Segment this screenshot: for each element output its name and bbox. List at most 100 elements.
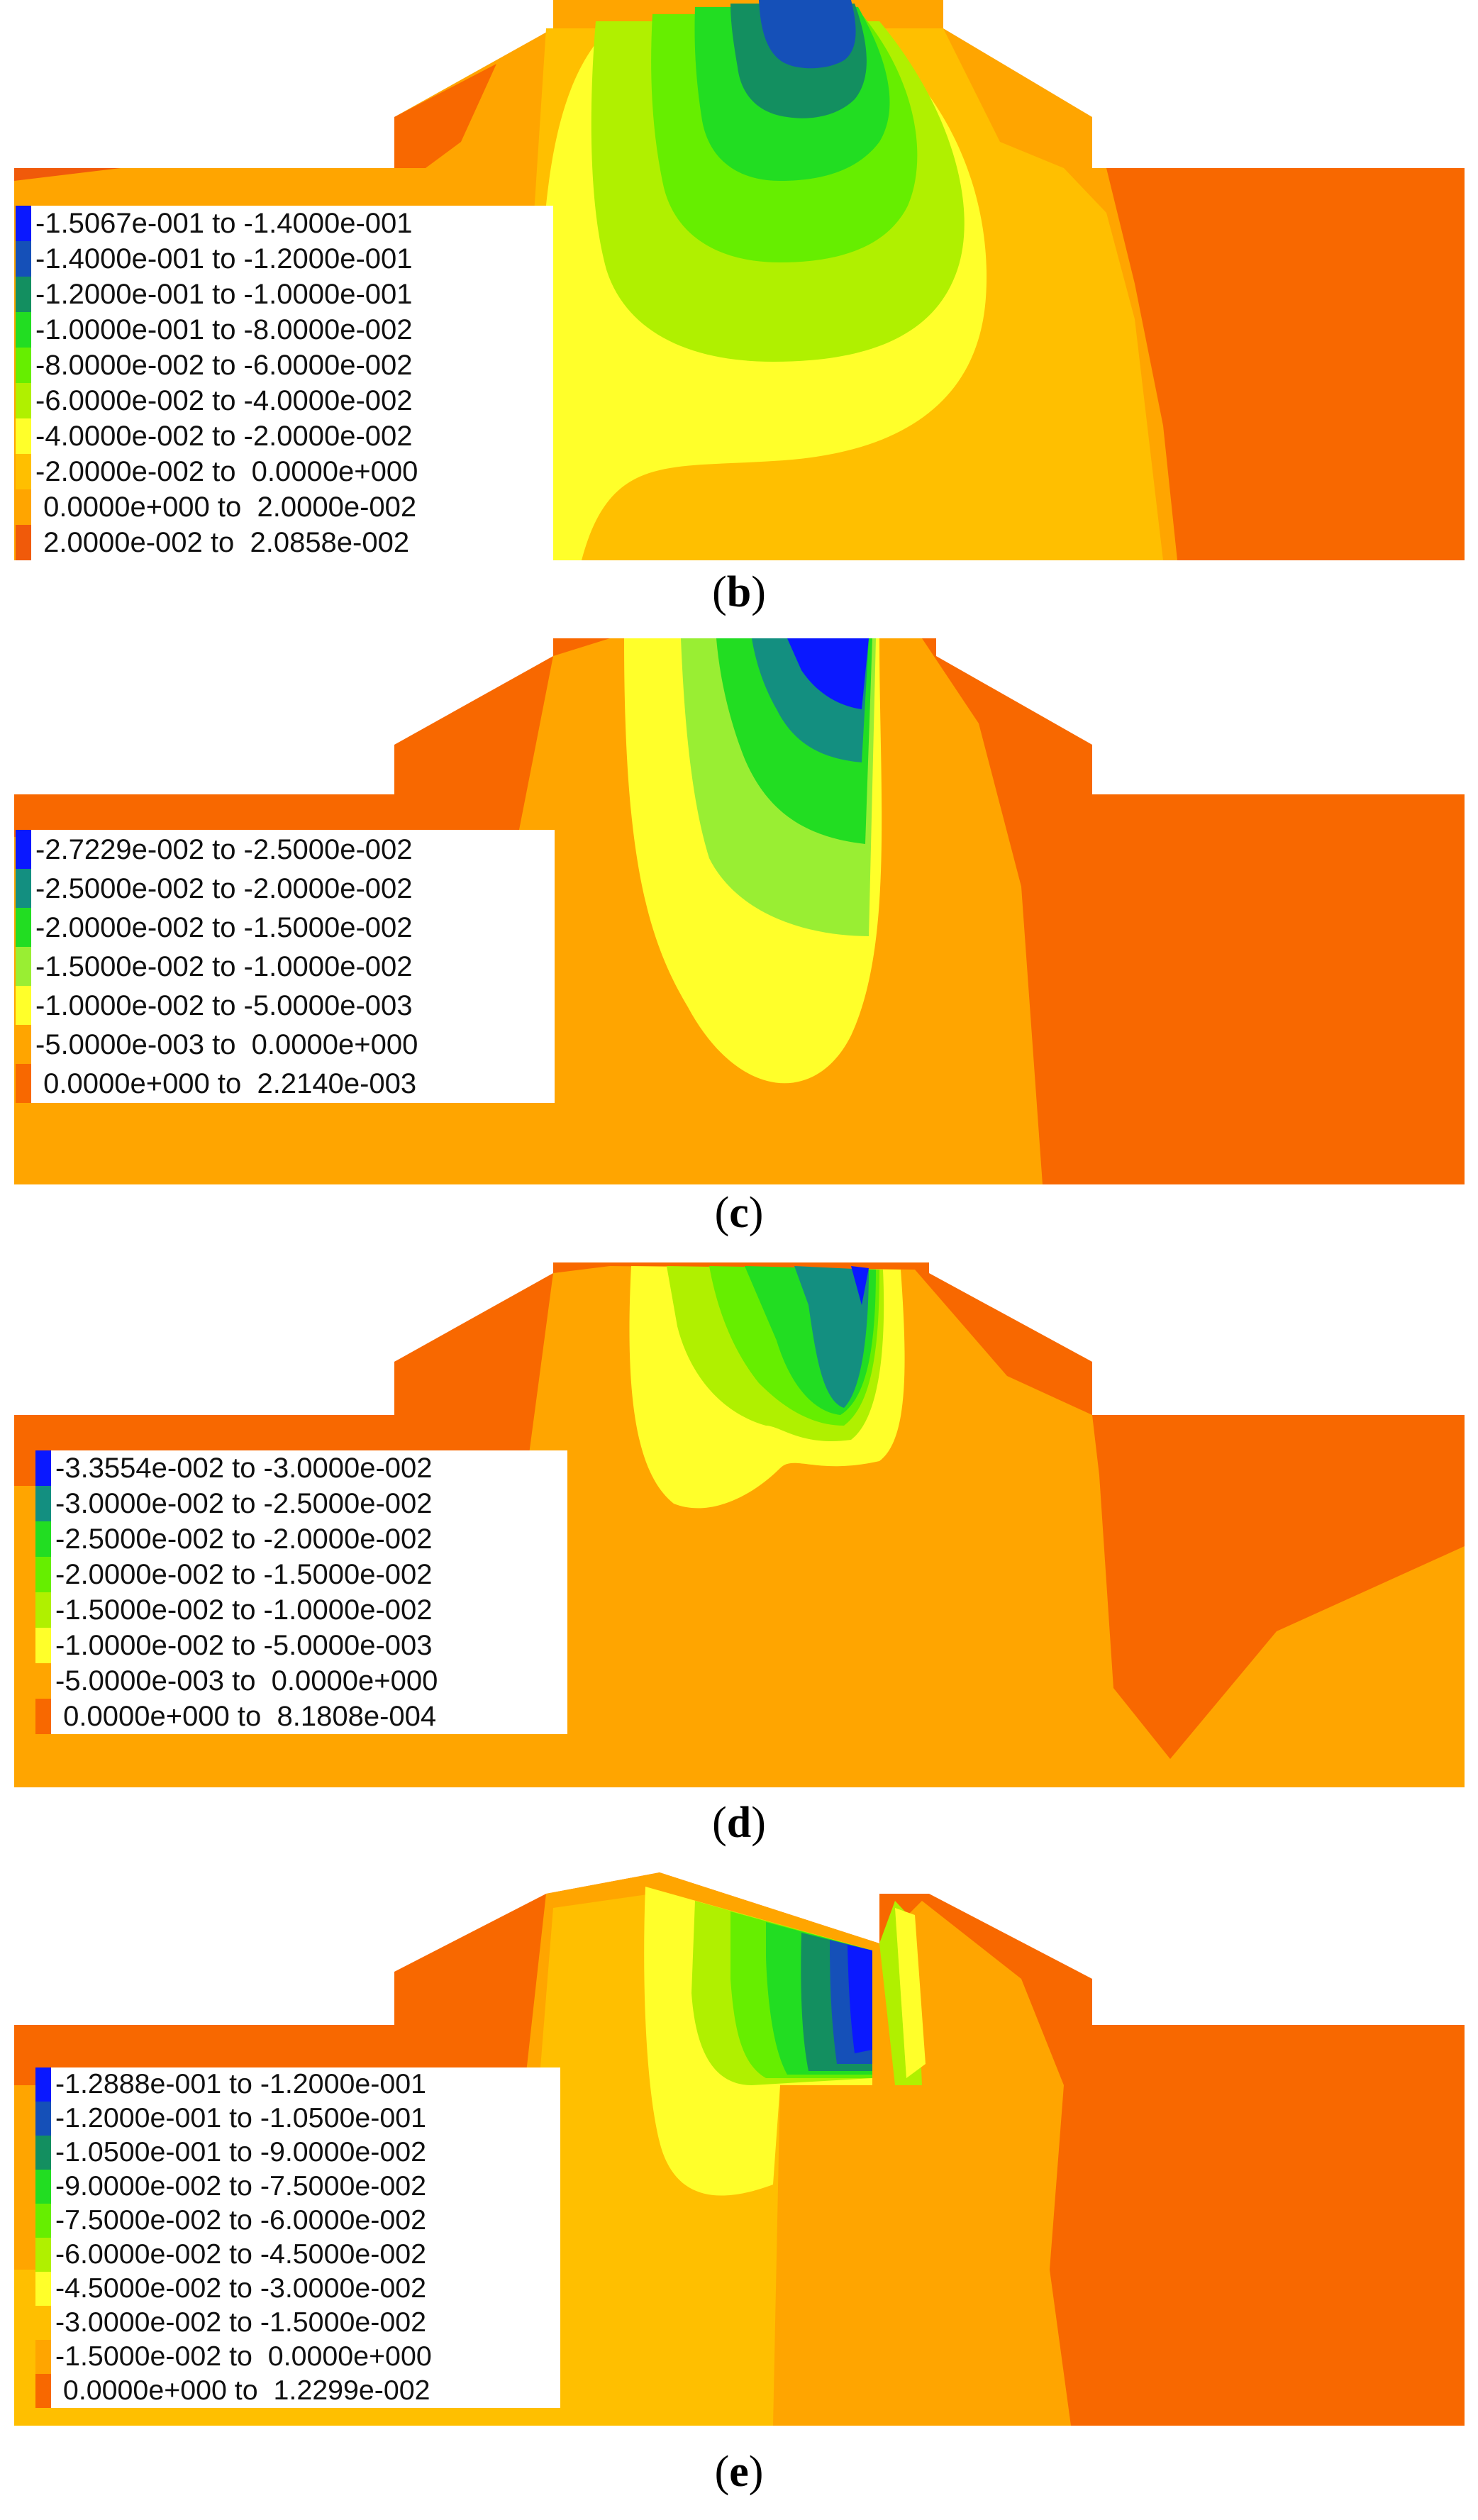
- legend-swatch: [16, 241, 31, 277]
- region-right-orange-b: [1106, 168, 1465, 560]
- legend-entry: 2.0000e-002 to 2.0858e-002: [16, 525, 409, 560]
- legend-label: -1.2888e-001 to -1.2000e-001: [55, 2068, 427, 2100]
- legend-swatch: [35, 2340, 51, 2374]
- legend-label: -8.0000e-002 to -6.0000e-002: [35, 350, 413, 381]
- legend-swatch: [16, 908, 31, 947]
- legend-entry: -1.0000e-002 to -5.0000e-003: [16, 986, 413, 1025]
- legend-swatch: [35, 2102, 51, 2136]
- legend-entry: -2.0000e-002 to -1.5000e-002: [16, 908, 413, 947]
- legend-label: -1.2000e-001 to -1.0000e-001: [35, 279, 413, 310]
- legend-entry: -1.2000e-001 to -1.0500e-001: [35, 2102, 426, 2136]
- legend-label: -3.3554e-002 to -3.0000e-002: [55, 1453, 433, 1484]
- legend-label: -4.5000e-002 to -3.0000e-002: [55, 2272, 427, 2304]
- legend-swatch: [16, 418, 31, 454]
- legend-label: -5.0000e-003 to 0.0000e+000: [55, 1665, 438, 1697]
- legend-label: -1.0000e-002 to -5.0000e-003: [35, 989, 413, 1021]
- contour-blue-e: [848, 1945, 872, 2053]
- legend-label: -1.5067e-001 to -1.4000e-001: [35, 208, 413, 239]
- legend-swatch: [16, 525, 31, 560]
- legend-entry: -2.0000e-002 to 0.0000e+000: [16, 454, 418, 489]
- legend-entry: -3.0000e-002 to -2.5000e-002: [35, 1486, 433, 1521]
- legend-label: -1.0000e-001 to -8.0000e-002: [35, 314, 413, 345]
- legend-swatch: [35, 1557, 51, 1592]
- contour-navy-b: [759, 0, 856, 69]
- legend-label: -4.0000e-002 to -2.0000e-002: [35, 421, 413, 452]
- legend-swatch: [35, 1450, 51, 1486]
- legend-label: -2.0000e-002 to -1.5000e-002: [35, 911, 413, 943]
- legend-label: -2.7229e-002 to -2.5000e-002: [35, 833, 413, 865]
- legend-entry: -2.5000e-002 to -2.0000e-002: [16, 869, 413, 908]
- caption-e: (e): [714, 2448, 764, 2496]
- legend-swatch: [16, 383, 31, 418]
- legend-label: -1.5000e-002 to 0.0000e+000: [55, 2341, 432, 2372]
- legend-swatch: [35, 2136, 51, 2170]
- legend-entry: -1.0500e-001 to -9.0000e-002: [35, 2136, 426, 2170]
- legend-e: -1.2888e-001 to -1.2000e-001 -1.2000e-001…: [35, 2067, 560, 2408]
- caption-b: (b): [712, 568, 766, 616]
- legend-swatch: [35, 1486, 51, 1521]
- legend-swatch: [16, 277, 31, 312]
- legend-label: -5.0000e-003 to 0.0000e+000: [35, 1028, 418, 1060]
- legend-swatch: [16, 947, 31, 986]
- legend-swatch: [35, 2306, 51, 2340]
- caption-c: (c): [714, 1189, 764, 1237]
- legend-entry: -5.0000e-003 to 0.0000e+000: [35, 1663, 438, 1699]
- legend-entry: -2.7229e-002 to -2.5000e-002: [16, 830, 413, 869]
- legend-entry: 0.0000e+000 to 2.0000e-002: [16, 489, 416, 525]
- legend-swatch: [35, 2272, 51, 2306]
- region-left-red-strip-d: [14, 1312, 525, 1486]
- legend-swatch: [16, 489, 31, 525]
- legend-entry: -3.0000e-002 to -1.5000e-002: [35, 2306, 426, 2340]
- legend-label: -1.2000e-001 to -1.0500e-001: [55, 2102, 427, 2134]
- panel-e: -1.2888e-001 to -1.2000e-001 -1.2000e-001…: [0, 1872, 1478, 2520]
- legend-swatch: [35, 2374, 51, 2408]
- legend-swatch: [16, 986, 31, 1025]
- legend-label: -2.5000e-002 to -2.0000e-002: [55, 1523, 433, 1555]
- legend-label: 0.0000e+000 to 2.0000e-002: [35, 492, 417, 523]
- legend-label: -2.0000e-002 to 0.0000e+000: [35, 456, 418, 487]
- legend-entry: -1.5000e-002 to -1.0000e-002: [16, 947, 413, 986]
- legend-label: -3.0000e-002 to -2.5000e-002: [55, 1488, 433, 1519]
- legend-label: -3.0000e-002 to -1.5000e-002: [55, 2307, 427, 2338]
- legend-entry: 0.0000e+000 to 2.2140e-003: [16, 1064, 416, 1103]
- legend-entry: -2.0000e-002 to -1.5000e-002: [35, 1557, 433, 1592]
- legend-entry: -5.0000e-003 to 0.0000e+000: [16, 1025, 418, 1064]
- legend-entry: -1.0000e-001 to -8.0000e-002: [16, 312, 413, 348]
- legend-label: -7.5000e-002 to -6.0000e-002: [55, 2204, 427, 2236]
- contour-blue-c: [787, 638, 869, 709]
- wall-yellow-strip-e: [895, 1908, 926, 2078]
- legend-entry: -1.2000e-001 to -1.0000e-001: [16, 277, 413, 312]
- legend-entry: -1.2888e-001 to -1.2000e-001: [35, 2067, 426, 2102]
- legend-entry: -1.5067e-001 to -1.4000e-001: [16, 206, 413, 241]
- legend-swatch: [35, 2067, 51, 2102]
- region-slope-red-b: [394, 64, 496, 168]
- legend-entry: 0.0000e+000 to 8.1808e-004: [35, 1699, 436, 1734]
- legend-swatch: [35, 2170, 51, 2204]
- legend-label: -1.5000e-002 to -1.0000e-002: [35, 950, 413, 982]
- legend-entry: -6.0000e-002 to -4.5000e-002: [35, 2238, 426, 2272]
- legend-label: -1.0500e-001 to -9.0000e-002: [55, 2136, 427, 2168]
- legend-swatch: [35, 1521, 51, 1557]
- legend-swatch: [16, 312, 31, 348]
- legend-label: 0.0000e+000 to 1.2299e-002: [55, 2375, 430, 2407]
- legend-swatch: [16, 830, 31, 869]
- legend-swatch: [16, 206, 31, 241]
- legend-swatch: [16, 348, 31, 383]
- legend-entry: -4.0000e-002 to -2.0000e-002: [16, 418, 413, 454]
- legend-entry: -1.5000e-002 to -1.0000e-002: [35, 1592, 433, 1628]
- legend-c: -2.7229e-002 to -2.5000e-002 -2.5000e-002…: [16, 830, 555, 1103]
- legend-entry: -9.0000e-002 to -7.5000e-002: [35, 2170, 426, 2204]
- contour-teal-d: [794, 1266, 869, 1408]
- legend-entry: 0.0000e+000 to 1.2299e-002: [35, 2374, 430, 2408]
- legend-label: -1.0000e-002 to -5.0000e-003: [55, 1630, 433, 1661]
- legend-d: -3.3554e-002 to -3.0000e-002 -3.0000e-002…: [35, 1450, 567, 1734]
- legend-label: -2.0000e-002 to -1.5000e-002: [55, 1559, 433, 1590]
- panel-b: -1.5067e-001 to -1.4000e-001 -1.4000e-001…: [0, 0, 1478, 638]
- legend-label: 0.0000e+000 to 8.1808e-004: [55, 1701, 437, 1732]
- legend-swatch: [35, 1699, 51, 1734]
- legend-swatch: [16, 1064, 31, 1103]
- legend-entry: -1.0000e-002 to -5.0000e-003: [35, 1628, 433, 1663]
- legend-b: -1.5067e-001 to -1.4000e-001 -1.4000e-001…: [16, 206, 553, 560]
- legend-entry: -1.5000e-002 to 0.0000e+000: [35, 2340, 432, 2374]
- caption-d: (d): [712, 1799, 766, 1847]
